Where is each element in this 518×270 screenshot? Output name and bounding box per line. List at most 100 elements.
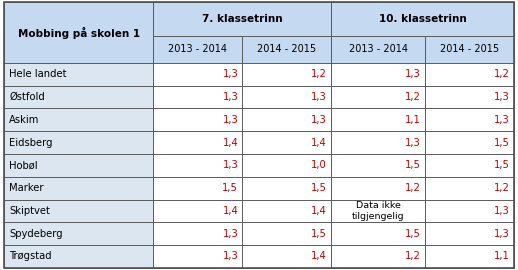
Bar xyxy=(425,154,514,177)
Bar xyxy=(153,245,242,268)
Bar xyxy=(4,131,153,154)
Bar xyxy=(242,63,332,86)
Bar xyxy=(242,109,332,131)
Bar xyxy=(332,131,425,154)
Text: Østfold: Østfold xyxy=(9,92,45,102)
Bar xyxy=(4,154,153,177)
Text: 1,3: 1,3 xyxy=(311,92,327,102)
Text: 1,4: 1,4 xyxy=(311,138,327,148)
Bar xyxy=(4,2,153,63)
Text: 1,3: 1,3 xyxy=(222,229,238,239)
Bar xyxy=(153,86,242,109)
Bar xyxy=(153,63,242,86)
Bar xyxy=(153,222,242,245)
Bar xyxy=(425,222,514,245)
Bar xyxy=(332,2,514,36)
Text: 1,3: 1,3 xyxy=(222,160,238,170)
Text: 1,2: 1,2 xyxy=(405,92,421,102)
Bar xyxy=(242,86,332,109)
Text: 1,1: 1,1 xyxy=(494,251,510,261)
Bar xyxy=(332,222,425,245)
Text: 1,3: 1,3 xyxy=(222,251,238,261)
Bar xyxy=(242,222,332,245)
Text: Skiptvet: Skiptvet xyxy=(9,206,50,216)
Text: 1,3: 1,3 xyxy=(222,115,238,125)
Bar xyxy=(242,36,332,63)
Text: 1,5: 1,5 xyxy=(311,183,327,193)
Text: 1,3: 1,3 xyxy=(405,138,421,148)
Text: Marker: Marker xyxy=(9,183,44,193)
Bar xyxy=(4,222,153,245)
Text: 1,4: 1,4 xyxy=(311,251,327,261)
Bar xyxy=(332,36,425,63)
Bar xyxy=(153,131,242,154)
Text: 1,2: 1,2 xyxy=(311,69,327,79)
Text: 1,4: 1,4 xyxy=(222,206,238,216)
Bar xyxy=(4,245,153,268)
Bar xyxy=(425,109,514,131)
Bar xyxy=(242,177,332,200)
Bar xyxy=(153,109,242,131)
Text: 1,5: 1,5 xyxy=(311,229,327,239)
Bar xyxy=(332,245,425,268)
Bar xyxy=(332,109,425,131)
Text: 1,3: 1,3 xyxy=(222,92,238,102)
Text: 1,1: 1,1 xyxy=(405,115,421,125)
Text: 1,4: 1,4 xyxy=(311,206,327,216)
Bar xyxy=(425,36,514,63)
Bar xyxy=(4,177,153,200)
Text: 2013 - 2014: 2013 - 2014 xyxy=(168,44,227,55)
Text: 2013 - 2014: 2013 - 2014 xyxy=(349,44,408,55)
Bar xyxy=(4,86,153,109)
Bar xyxy=(425,245,514,268)
Bar xyxy=(153,2,332,36)
Bar xyxy=(242,200,332,222)
Text: Hele landet: Hele landet xyxy=(9,69,67,79)
Bar xyxy=(425,131,514,154)
Bar xyxy=(425,200,514,222)
Text: 1,5: 1,5 xyxy=(494,138,510,148)
Bar xyxy=(242,245,332,268)
Bar xyxy=(242,154,332,177)
Bar xyxy=(332,63,425,86)
Text: 1,2: 1,2 xyxy=(494,183,510,193)
Text: 1,4: 1,4 xyxy=(222,138,238,148)
Bar xyxy=(332,177,425,200)
Text: 1,2: 1,2 xyxy=(405,183,421,193)
Bar xyxy=(4,63,153,86)
Text: 1,3: 1,3 xyxy=(494,92,510,102)
Text: 7. klassetrinn: 7. klassetrinn xyxy=(202,14,283,24)
Bar xyxy=(4,200,153,222)
Bar xyxy=(425,177,514,200)
Text: 1,5: 1,5 xyxy=(405,160,421,170)
Bar xyxy=(153,154,242,177)
Bar xyxy=(425,63,514,86)
Text: Trøgstad: Trøgstad xyxy=(9,251,52,261)
Bar xyxy=(332,200,425,222)
Text: 1,3: 1,3 xyxy=(311,115,327,125)
Text: 1,5: 1,5 xyxy=(494,160,510,170)
Bar xyxy=(425,86,514,109)
Text: 1,3: 1,3 xyxy=(494,229,510,239)
Text: 1,3: 1,3 xyxy=(222,69,238,79)
Text: Askim: Askim xyxy=(9,115,40,125)
Bar xyxy=(332,86,425,109)
Bar xyxy=(242,131,332,154)
Bar xyxy=(332,154,425,177)
Bar xyxy=(153,36,242,63)
Text: Data ikke
tilgjengelig: Data ikke tilgjengelig xyxy=(352,201,405,221)
Text: 1,3: 1,3 xyxy=(494,206,510,216)
Text: Eidsberg: Eidsberg xyxy=(9,138,53,148)
Text: 1,2: 1,2 xyxy=(405,251,421,261)
Text: 2014 - 2015: 2014 - 2015 xyxy=(257,44,316,55)
Text: 1,5: 1,5 xyxy=(405,229,421,239)
Text: 10. klassetrinn: 10. klassetrinn xyxy=(379,14,466,24)
Text: Hobøl: Hobøl xyxy=(9,160,38,170)
Bar xyxy=(4,109,153,131)
Text: 1,0: 1,0 xyxy=(311,160,327,170)
Text: Spydeberg: Spydeberg xyxy=(9,229,63,239)
Text: 1,3: 1,3 xyxy=(405,69,421,79)
Text: 1,5: 1,5 xyxy=(222,183,238,193)
Bar xyxy=(153,177,242,200)
Text: 1,3: 1,3 xyxy=(494,115,510,125)
